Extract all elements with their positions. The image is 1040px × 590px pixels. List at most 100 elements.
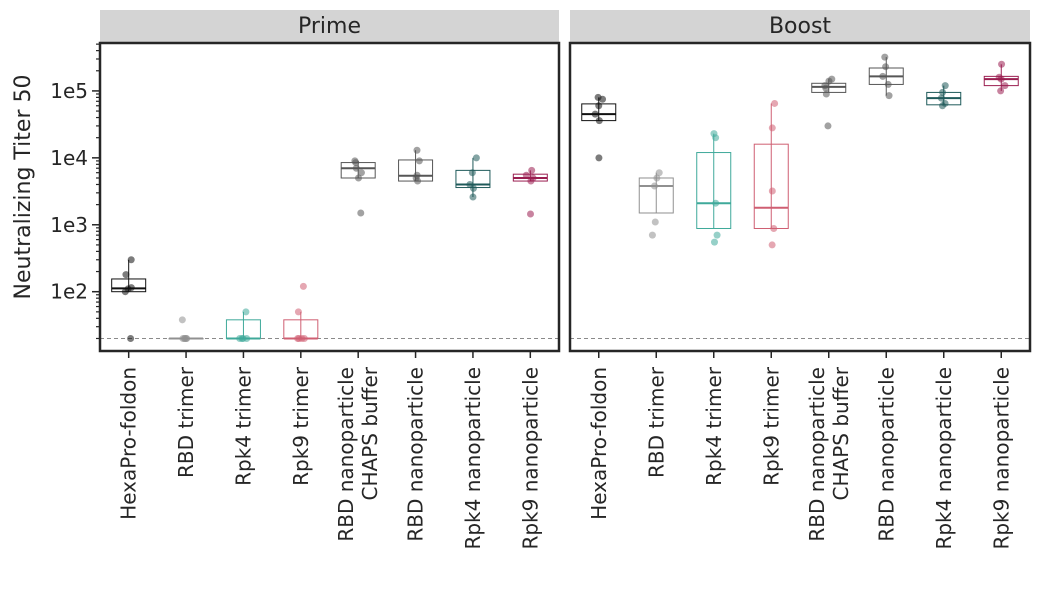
box-group-4	[811, 75, 847, 130]
data-point	[122, 271, 130, 279]
box-group-5	[398, 146, 434, 185]
data-point	[821, 82, 829, 90]
x-tick-label: Rpk9 trimer	[759, 366, 783, 486]
panel-boost: Boost HexaPro-foldon RBD trimer Rpk4 trimer…	[568, 10, 1032, 550]
x-tick-label: RBD nanoparticle	[805, 367, 829, 542]
data-point	[712, 199, 720, 207]
y-axis-label: Neutralizing Titer 50	[11, 75, 36, 300]
y-tick-label: 1e2	[50, 280, 88, 304]
x-tick-label: RBD trimer	[644, 366, 668, 478]
data-point	[653, 174, 661, 182]
data-point	[357, 169, 365, 177]
data-point	[242, 308, 250, 316]
x-tick-label: CHAPS buffer	[829, 366, 853, 500]
data-point	[885, 92, 893, 100]
data-point	[472, 154, 480, 162]
x-tick-label: Rpk9 trimer	[289, 366, 313, 486]
box-group-1	[638, 169, 674, 239]
box-group-7	[983, 60, 1019, 95]
panel-frame	[98, 41, 561, 353]
x-tick-label: RBD nanoparticle	[874, 367, 898, 542]
data-point	[710, 238, 718, 246]
box-group-4	[340, 157, 376, 217]
data-point	[822, 90, 830, 98]
data-point	[529, 174, 537, 182]
data-point	[594, 93, 602, 101]
box-group-0	[111, 256, 147, 342]
y-tick-label: 1e3	[50, 213, 88, 237]
data-point	[299, 282, 307, 290]
data-point	[998, 60, 1006, 68]
data-point	[236, 334, 244, 342]
y-tick-label: 1e4	[50, 146, 88, 170]
data-point	[879, 72, 887, 80]
data-point	[127, 334, 135, 342]
data-point	[995, 73, 1003, 81]
box-group-3	[753, 99, 789, 249]
data-point	[243, 334, 251, 342]
data-point	[178, 316, 186, 324]
data-point	[468, 169, 476, 177]
panels-layer: Prime HexaPro-foldon RBD trimer Rpk4 trimer…	[50, 10, 1032, 550]
box-group-3	[283, 282, 319, 342]
data-point	[294, 334, 302, 342]
box-group-6	[926, 82, 962, 110]
data-point	[824, 122, 832, 130]
data-point	[768, 124, 776, 132]
y-tick-label: 1e5	[50, 79, 88, 103]
x-tick-label: CHAPS buffer	[358, 366, 382, 500]
x-tick-label: HexaPro-foldon	[117, 367, 141, 520]
data-point	[937, 94, 945, 102]
panel-prime: Prime HexaPro-foldon RBD trimer Rpk4 trimer…	[98, 10, 561, 550]
box-iqr	[696, 152, 732, 229]
panel-frame	[568, 41, 1032, 353]
data-point	[939, 88, 947, 96]
data-point	[415, 157, 423, 165]
panel-title: Boost	[769, 14, 831, 39]
box-group-0	[581, 93, 617, 162]
box-group-2	[696, 130, 732, 246]
data-point	[413, 171, 421, 179]
data-point	[466, 180, 474, 188]
x-tick-label: Rpk9 nanoparticle	[989, 367, 1013, 550]
data-point	[294, 308, 302, 316]
panel-header-strip	[570, 10, 1030, 42]
data-point	[771, 99, 779, 107]
data-point	[768, 241, 776, 249]
data-point	[528, 166, 536, 174]
data-point	[941, 99, 949, 107]
data-point	[469, 193, 477, 201]
x-tick-label: Rpk4 trimer	[702, 366, 726, 486]
x-tick-label: RBD nanoparticle	[404, 367, 428, 542]
data-point	[595, 102, 603, 110]
data-point	[1001, 82, 1009, 90]
data-point	[352, 164, 360, 172]
y-axis: 1e2 1e3 1e4 1e5	[50, 43, 100, 340]
data-point	[591, 110, 599, 118]
box-group-1	[168, 316, 204, 342]
data-point	[770, 224, 778, 232]
x-tick-label: Rpk4 nanoparticle	[461, 367, 485, 550]
x-tick-label: Rpk4 nanoparticle	[932, 367, 956, 550]
data-point	[941, 82, 949, 90]
box-group-2	[225, 308, 261, 342]
x-tick-label: Rpk9 nanoparticle	[518, 367, 542, 550]
data-point	[595, 154, 603, 162]
data-point	[127, 284, 135, 292]
data-point	[651, 182, 659, 190]
data-point	[655, 169, 663, 177]
data-point	[354, 174, 362, 182]
box-group-6	[455, 154, 491, 201]
data-point	[127, 256, 135, 264]
x-tick-label: RBD nanoparticle	[334, 367, 358, 542]
data-point	[713, 231, 721, 239]
data-point	[413, 146, 421, 154]
x-tick-label: HexaPro-foldon	[587, 367, 611, 520]
data-point	[179, 334, 187, 342]
data-point	[595, 117, 603, 125]
x-tick-label: RBD trimer	[174, 366, 198, 478]
data-point	[884, 80, 892, 88]
box-group-5	[868, 53, 904, 100]
data-point	[828, 75, 836, 83]
